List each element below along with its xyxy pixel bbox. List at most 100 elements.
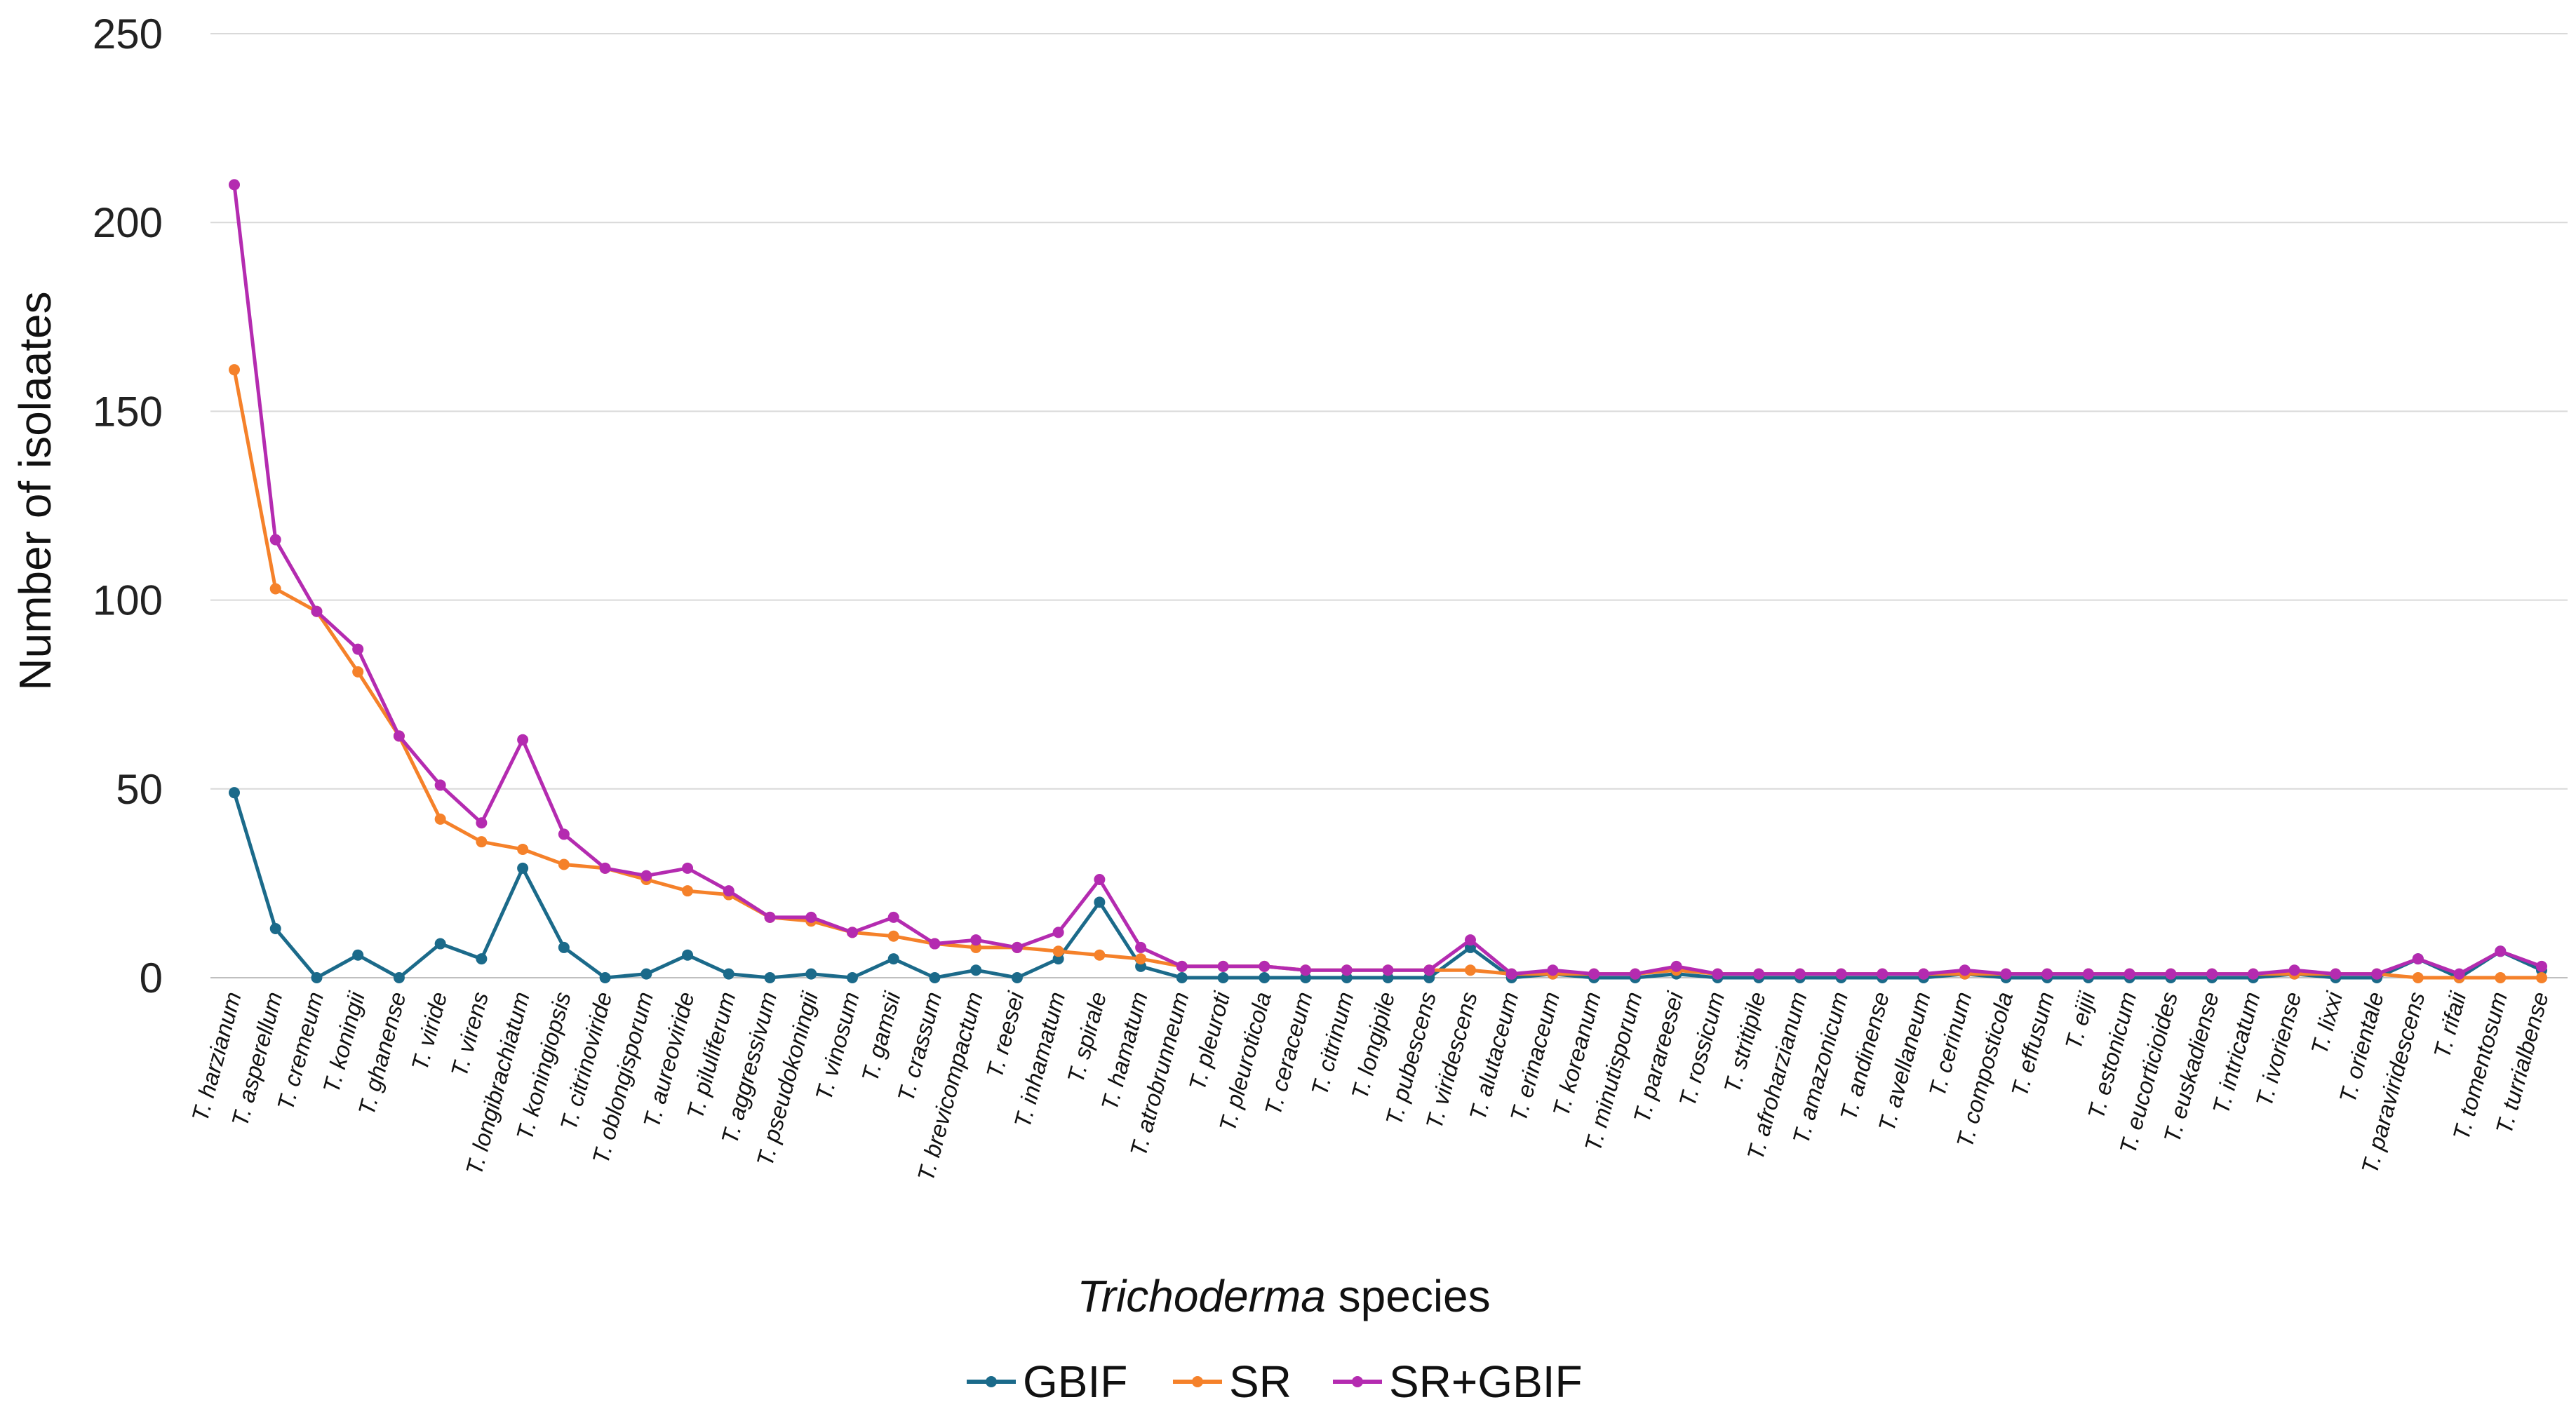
legend-item: GBIF: [967, 1356, 1127, 1407]
data-point: [269, 583, 281, 595]
series-sr: [229, 364, 2547, 983]
data-point: [1629, 968, 1641, 980]
data-point: [558, 828, 570, 840]
data-point: [887, 953, 899, 965]
data-point: [1794, 968, 1806, 980]
data-point: [1341, 964, 1353, 976]
x-tick-label: T. reesei: [981, 988, 1029, 1081]
data-point: [805, 911, 817, 923]
data-point: [2000, 968, 2012, 980]
data-point: [1052, 945, 1064, 957]
data-point: [1052, 927, 1064, 938]
legend-label: GBIF: [1023, 1356, 1127, 1407]
data-point: [887, 930, 899, 942]
data-point: [1382, 964, 1394, 976]
data-point: [2247, 968, 2259, 980]
data-point: [434, 813, 446, 825]
legend: GBIF SR SR+GBIF: [967, 1356, 1583, 1407]
data-point: [1259, 972, 1270, 983]
data-point: [1094, 874, 1106, 886]
data-point: [476, 953, 488, 965]
data-point: [311, 605, 323, 617]
data-point: [929, 938, 941, 950]
series-lines: [229, 179, 2547, 983]
data-point: [640, 870, 652, 882]
data-point: [682, 949, 694, 961]
y-tick-label: 150: [93, 388, 163, 435]
data-point: [887, 911, 899, 923]
gridlines: [210, 33, 2568, 790]
data-point: [517, 843, 529, 855]
data-point: [393, 730, 405, 742]
data-point: [2041, 968, 2053, 980]
data-point: [1505, 968, 1517, 980]
x-tick-label: T. eijii: [2060, 988, 2100, 1052]
data-point: [352, 949, 364, 961]
x-tick-label: T. viride: [406, 989, 452, 1073]
data-point: [269, 534, 281, 546]
data-point: [229, 179, 240, 191]
data-point: [517, 862, 529, 874]
legend-item: SR+GBIF: [1333, 1356, 1583, 1407]
data-point: [805, 968, 817, 980]
x-tick-label: T. rifaii: [2429, 988, 2471, 1061]
data-point: [311, 972, 323, 983]
y-axis-ticks: 0 50 100 150 200 250: [93, 11, 163, 1002]
data-point: [846, 927, 858, 938]
data-point: [434, 938, 446, 950]
data-point: [1712, 968, 1724, 980]
data-point: [2082, 968, 2094, 980]
x-tick-label: T. gamsii: [857, 988, 906, 1085]
data-point: [1547, 964, 1559, 976]
data-point: [2206, 968, 2218, 980]
data-point: [1217, 960, 1229, 972]
series-line: [232, 182, 2544, 976]
data-point: [723, 885, 734, 897]
data-point: [1588, 968, 1600, 980]
data-point: [229, 787, 240, 799]
data-point: [269, 923, 281, 935]
data-point: [2165, 968, 2177, 980]
data-point: [846, 972, 858, 983]
data-point: [1464, 934, 1476, 946]
data-point: [1259, 960, 1270, 972]
data-point: [1094, 896, 1106, 908]
y-tick-label: 250: [93, 11, 163, 58]
data-point: [393, 972, 405, 983]
y-tick-label: 200: [93, 199, 163, 246]
data-point: [2536, 972, 2547, 983]
x-tick-label: T. lixxi: [2306, 988, 2348, 1058]
data-point: [476, 836, 488, 848]
data-point: [558, 941, 570, 953]
legend-label: SR+GBIF: [1389, 1356, 1583, 1407]
data-point: [1959, 964, 1971, 976]
data-point: [2536, 960, 2547, 972]
data-point: [476, 817, 488, 829]
legend-swatch-marker: [1192, 1376, 1203, 1387]
data-point: [2412, 953, 2424, 965]
data-point: [1176, 960, 1188, 972]
data-point: [2371, 968, 2383, 980]
x-tick-label: T. spirale: [1062, 989, 1111, 1086]
data-point: [1094, 949, 1106, 961]
x-axis-title-rest: species: [1326, 1271, 1491, 1321]
data-point: [1011, 941, 1023, 953]
data-point: [764, 972, 776, 983]
data-point: [352, 643, 364, 655]
legend-label: SR: [1229, 1356, 1292, 1407]
data-point: [640, 968, 652, 980]
data-point: [682, 885, 694, 897]
data-point: [517, 734, 529, 746]
data-point: [970, 934, 982, 946]
series-line: [232, 790, 2544, 980]
legend-swatch-marker: [986, 1376, 997, 1387]
data-point: [764, 911, 776, 923]
data-point: [1135, 953, 1147, 965]
data-point: [1217, 972, 1229, 983]
data-point: [2453, 968, 2465, 980]
data-point: [2495, 945, 2507, 957]
data-point: [723, 968, 734, 980]
x-tick-label: T. virens: [445, 989, 493, 1079]
